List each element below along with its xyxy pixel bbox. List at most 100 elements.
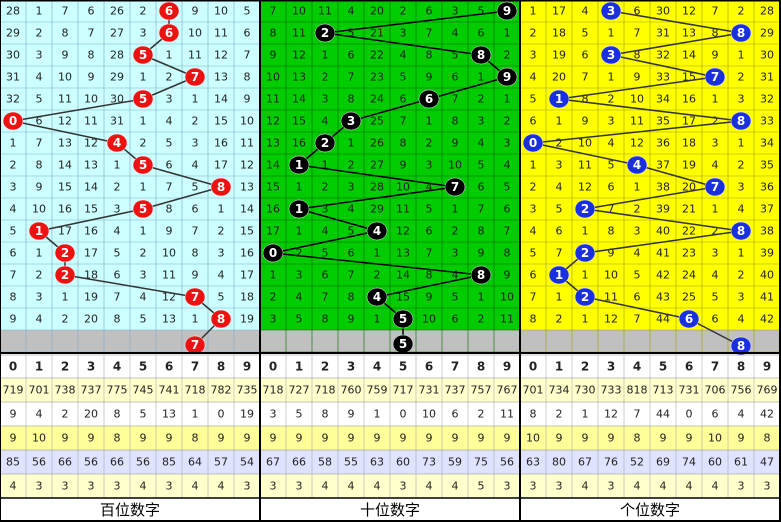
cell-value: 14 <box>266 159 280 172</box>
cell-value: 26 <box>110 5 124 18</box>
cell-value: 27 <box>110 27 124 40</box>
ball <box>2 111 24 131</box>
cell-value: 8 <box>478 225 485 238</box>
cell-value: 9 <box>478 247 485 260</box>
stat-value: 737 <box>81 384 102 397</box>
ball-number: 2 <box>61 246 69 260</box>
cell-value: 1 <box>712 93 719 106</box>
trend-line <box>272 252 482 276</box>
cell-value: 15 <box>58 181 72 194</box>
cell-value: 4 <box>166 115 173 128</box>
cell-value: 6 <box>192 203 199 216</box>
stat-value: 9 <box>296 432 303 445</box>
cell-value: 1 <box>140 181 147 194</box>
ball <box>470 45 492 65</box>
stat-value: 61 <box>734 456 748 469</box>
cell-value: 1 <box>530 159 537 172</box>
stat-value: 67 <box>266 456 280 469</box>
ball <box>262 243 284 263</box>
trend-line <box>584 296 690 320</box>
cell-value: 8 <box>270 27 277 40</box>
cell-value: 1 <box>556 115 563 128</box>
cell-value: 11 <box>84 115 98 128</box>
stat-value: 10 <box>32 432 46 445</box>
cell-value: 2 <box>36 27 43 40</box>
stat-value: 1 <box>374 408 381 421</box>
stat-value: 57 <box>214 456 228 469</box>
stat-value: 66 <box>110 456 124 469</box>
cell-value: 8 <box>62 27 69 40</box>
cell-value: 18 <box>682 137 696 150</box>
cell-value: 1 <box>140 71 147 84</box>
cell-value: 8 <box>88 49 95 62</box>
cell-value: 4 <box>452 27 459 40</box>
stat-value: 8 <box>634 432 641 445</box>
cell-value: 1 <box>738 49 745 62</box>
cell-value: 10 <box>58 71 72 84</box>
cell-value: 6 <box>114 269 121 282</box>
cell-value: 11 <box>240 137 254 150</box>
stat-value: 12 <box>604 408 618 421</box>
stat-value: 775 <box>107 384 128 397</box>
cell-value: 12 <box>266 115 280 128</box>
stat-value: 9 <box>400 432 407 445</box>
cell-value: 38 <box>760 225 774 238</box>
ball-number: 4 <box>373 224 381 238</box>
cell-value: 1 <box>296 181 303 194</box>
stat-value: 58 <box>318 456 332 469</box>
column-header: 0 <box>529 360 537 374</box>
cell-value: 6 <box>478 27 485 40</box>
column-header: 6 <box>685 360 693 374</box>
cell-value: 9 <box>504 269 511 282</box>
ball <box>522 133 544 153</box>
cell-value: 17 <box>266 225 280 238</box>
cell-value: 5 <box>192 181 199 194</box>
ball-number: 2 <box>321 26 329 40</box>
ball <box>106 133 128 153</box>
cell-value: 5 <box>348 27 355 40</box>
stat-value: 756 <box>731 384 752 397</box>
column-header: 0 <box>269 360 277 374</box>
cell-value: 6 <box>166 159 173 172</box>
cell-value: 8 <box>582 93 589 106</box>
ball-number: 4 <box>633 158 641 172</box>
column-header: 4 <box>113 360 121 374</box>
cell-value: 2 <box>10 159 17 172</box>
cell-value: 5 <box>634 269 641 282</box>
cell-value: 19 <box>552 49 566 62</box>
cell-value: 5 <box>504 181 511 194</box>
cell-value: 1 <box>36 247 43 260</box>
cell-value: 22 <box>682 225 696 238</box>
cell-value: 4 <box>348 203 355 216</box>
trend-line <box>350 98 430 122</box>
cell-value: 37 <box>760 203 774 216</box>
stat-value: 760 <box>341 384 362 397</box>
cell-value: 5 <box>10 225 17 238</box>
cell-value: 2 <box>114 181 121 194</box>
cell-value: 8 <box>400 137 407 150</box>
ball-number: 5 <box>139 48 147 62</box>
cell-value: 11 <box>396 203 410 216</box>
cell-value: 11 <box>214 27 228 40</box>
ball <box>704 177 726 197</box>
cell-value: 2 <box>218 225 225 238</box>
cell-value: 5 <box>478 159 485 172</box>
cell-value: 1 <box>478 291 485 304</box>
cell-value: 1 <box>10 137 17 150</box>
cell-value: 30 <box>760 49 774 62</box>
cell-value: 12 <box>240 159 254 172</box>
ball-number: 9 <box>503 4 511 18</box>
cell-value: 6 <box>452 313 459 326</box>
cell-value: 36 <box>656 137 670 150</box>
cell-value: 8 <box>36 159 43 172</box>
cell-value: 7 <box>530 291 537 304</box>
cell-value: 32 <box>656 49 670 62</box>
cell-value: 11 <box>318 5 332 18</box>
cell-value: 12 <box>292 49 306 62</box>
cell-value: 21 <box>682 203 696 216</box>
ball <box>418 89 440 109</box>
stat-value: 706 <box>705 384 726 397</box>
ball-number: 6 <box>165 4 173 18</box>
cell-value: 25 <box>682 291 696 304</box>
stat-value: 3 <box>764 480 771 493</box>
